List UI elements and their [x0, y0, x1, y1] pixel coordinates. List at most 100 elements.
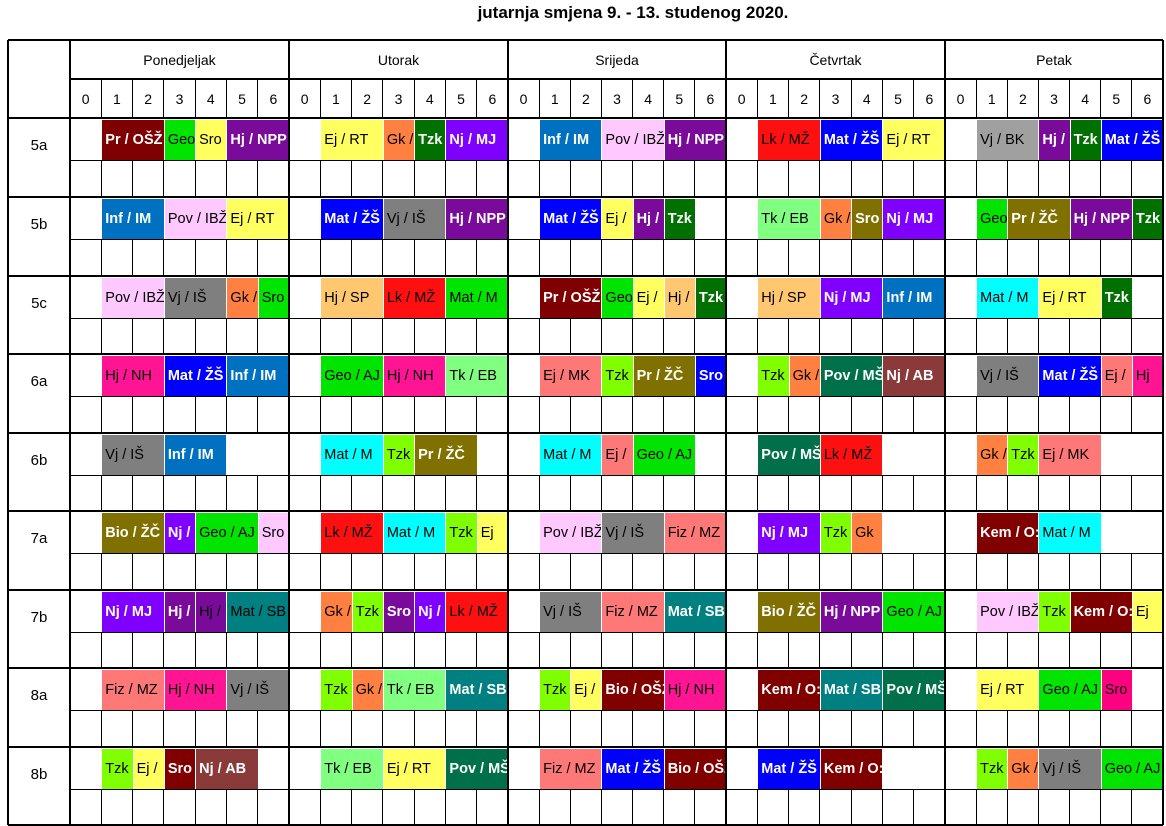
- slot-number: 3: [613, 91, 621, 107]
- slot-divider: [788, 553, 790, 590]
- slot-divider: [1006, 396, 1008, 433]
- slot-divider: [444, 789, 446, 825]
- lesson-block: Mat / SB: [446, 670, 508, 710]
- lesson-block: Tk / EB: [446, 356, 508, 396]
- lesson-block: Tzk: [321, 670, 352, 710]
- slot-divider: [913, 318, 915, 354]
- slot-divider: [569, 318, 571, 354]
- lesson-block: Mat / M: [321, 435, 383, 475]
- slot-divider: [1037, 318, 1039, 354]
- lesson-block: Ej / RT: [321, 120, 383, 160]
- lesson-block: Hj /: [196, 592, 227, 632]
- lesson-block: Mat / SB: [820, 670, 883, 710]
- lesson-block: Ej /: [602, 435, 633, 475]
- lesson-block: Vj / IŠ: [227, 670, 289, 710]
- slot-number: 2: [581, 91, 590, 107]
- lesson-block: Nj / MJ: [820, 278, 883, 318]
- slot-divider: [413, 318, 415, 354]
- slot-divider: [132, 632, 134, 668]
- lesson-block: Gk /: [383, 120, 415, 160]
- slot-divider: [538, 789, 540, 825]
- lesson-block: Sro: [258, 278, 289, 318]
- slot-divider: [194, 632, 196, 668]
- slot-divider: [1037, 160, 1039, 197]
- slot-divider: [538, 632, 540, 668]
- slot-divider: [382, 79, 384, 118]
- lesson-block: Pov / IBŽ: [977, 592, 1039, 632]
- slot-divider: [194, 318, 196, 354]
- slot-divider: [881, 710, 883, 747]
- slot-divider: [444, 79, 446, 118]
- lesson-block: Fiz / MZ: [540, 749, 602, 789]
- slot-divider: [100, 632, 102, 668]
- slot-divider: [257, 710, 259, 747]
- slot-number: 0: [519, 91, 528, 107]
- class-label: 6a: [30, 373, 48, 390]
- slot-number: 1: [113, 91, 121, 107]
- slot-divider: [569, 632, 571, 668]
- lesson-block: Mat / M: [977, 278, 1039, 318]
- lesson-block: Mat / M: [1039, 513, 1101, 553]
- slot-divider: [632, 79, 634, 118]
- row-divider: [8, 588, 1163, 592]
- slot-divider: [819, 710, 821, 747]
- slot-divider: [1131, 318, 1133, 354]
- slot-divider: [850, 789, 852, 825]
- slot-divider: [132, 396, 134, 433]
- lesson-block: Gk: [852, 513, 883, 553]
- lesson-block: Tzk: [415, 120, 446, 160]
- lesson-block: Ej: [1132, 592, 1163, 632]
- row-half-line: [70, 709, 1163, 711]
- lesson-block: Vj / BK: [977, 120, 1039, 160]
- slot-divider: [132, 79, 134, 118]
- slot-divider: [756, 710, 758, 747]
- slot-divider: [1131, 789, 1133, 825]
- lesson-block: Ej / RT: [227, 199, 289, 239]
- day-label: Srijeda: [595, 52, 639, 68]
- slot-divider: [694, 318, 696, 354]
- slot-divider: [319, 553, 321, 590]
- slot-divider: [569, 79, 571, 118]
- class-label: 5b: [30, 216, 48, 233]
- slot-divider: [600, 239, 602, 276]
- slot-divider: [1006, 318, 1008, 354]
- slot-divider: [788, 632, 790, 668]
- lesson-block: Mat / M: [540, 435, 602, 475]
- slot-divider: [1037, 553, 1039, 590]
- slot-divider: [257, 239, 259, 276]
- slot-divider: [1069, 553, 1071, 590]
- slot-divider: [351, 79, 353, 118]
- slot-number: 2: [144, 91, 153, 107]
- slot-divider: [100, 239, 102, 276]
- slot-divider: [1069, 396, 1071, 433]
- row-divider: [8, 352, 1163, 356]
- lesson-block: Nj /: [164, 513, 196, 553]
- slot-divider: [538, 79, 540, 118]
- lesson-block: Nj / AB: [196, 749, 258, 789]
- lesson-block: Pov / MŠ: [446, 749, 508, 789]
- lesson-block: Gk /: [1008, 749, 1039, 789]
- slot-divider: [881, 239, 883, 276]
- lesson-block: Vj / IŠ: [383, 199, 446, 239]
- slot-number: 2: [363, 91, 372, 107]
- slot-divider: [382, 632, 384, 668]
- lesson-block: Bio / OŠŽ: [602, 670, 664, 710]
- slot-divider: [163, 239, 165, 276]
- slot-divider: [413, 160, 415, 197]
- slot-divider: [881, 789, 883, 825]
- slot-divider: [913, 396, 915, 433]
- slot-divider: [444, 475, 446, 511]
- slot-divider: [788, 318, 790, 354]
- lesson-block: Inf / IM: [102, 199, 164, 239]
- slot-divider: [382, 710, 384, 747]
- slot-divider: [881, 475, 883, 511]
- slot-number: 1: [987, 91, 996, 107]
- slot-divider: [1069, 789, 1071, 825]
- slot-divider: [1006, 160, 1008, 197]
- slot-divider: [225, 160, 227, 197]
- slot-divider: [132, 239, 134, 276]
- slot-divider: [1037, 475, 1039, 511]
- class-label: 7b: [30, 609, 48, 626]
- slot-divider: [756, 632, 758, 668]
- slot-divider: [694, 160, 696, 197]
